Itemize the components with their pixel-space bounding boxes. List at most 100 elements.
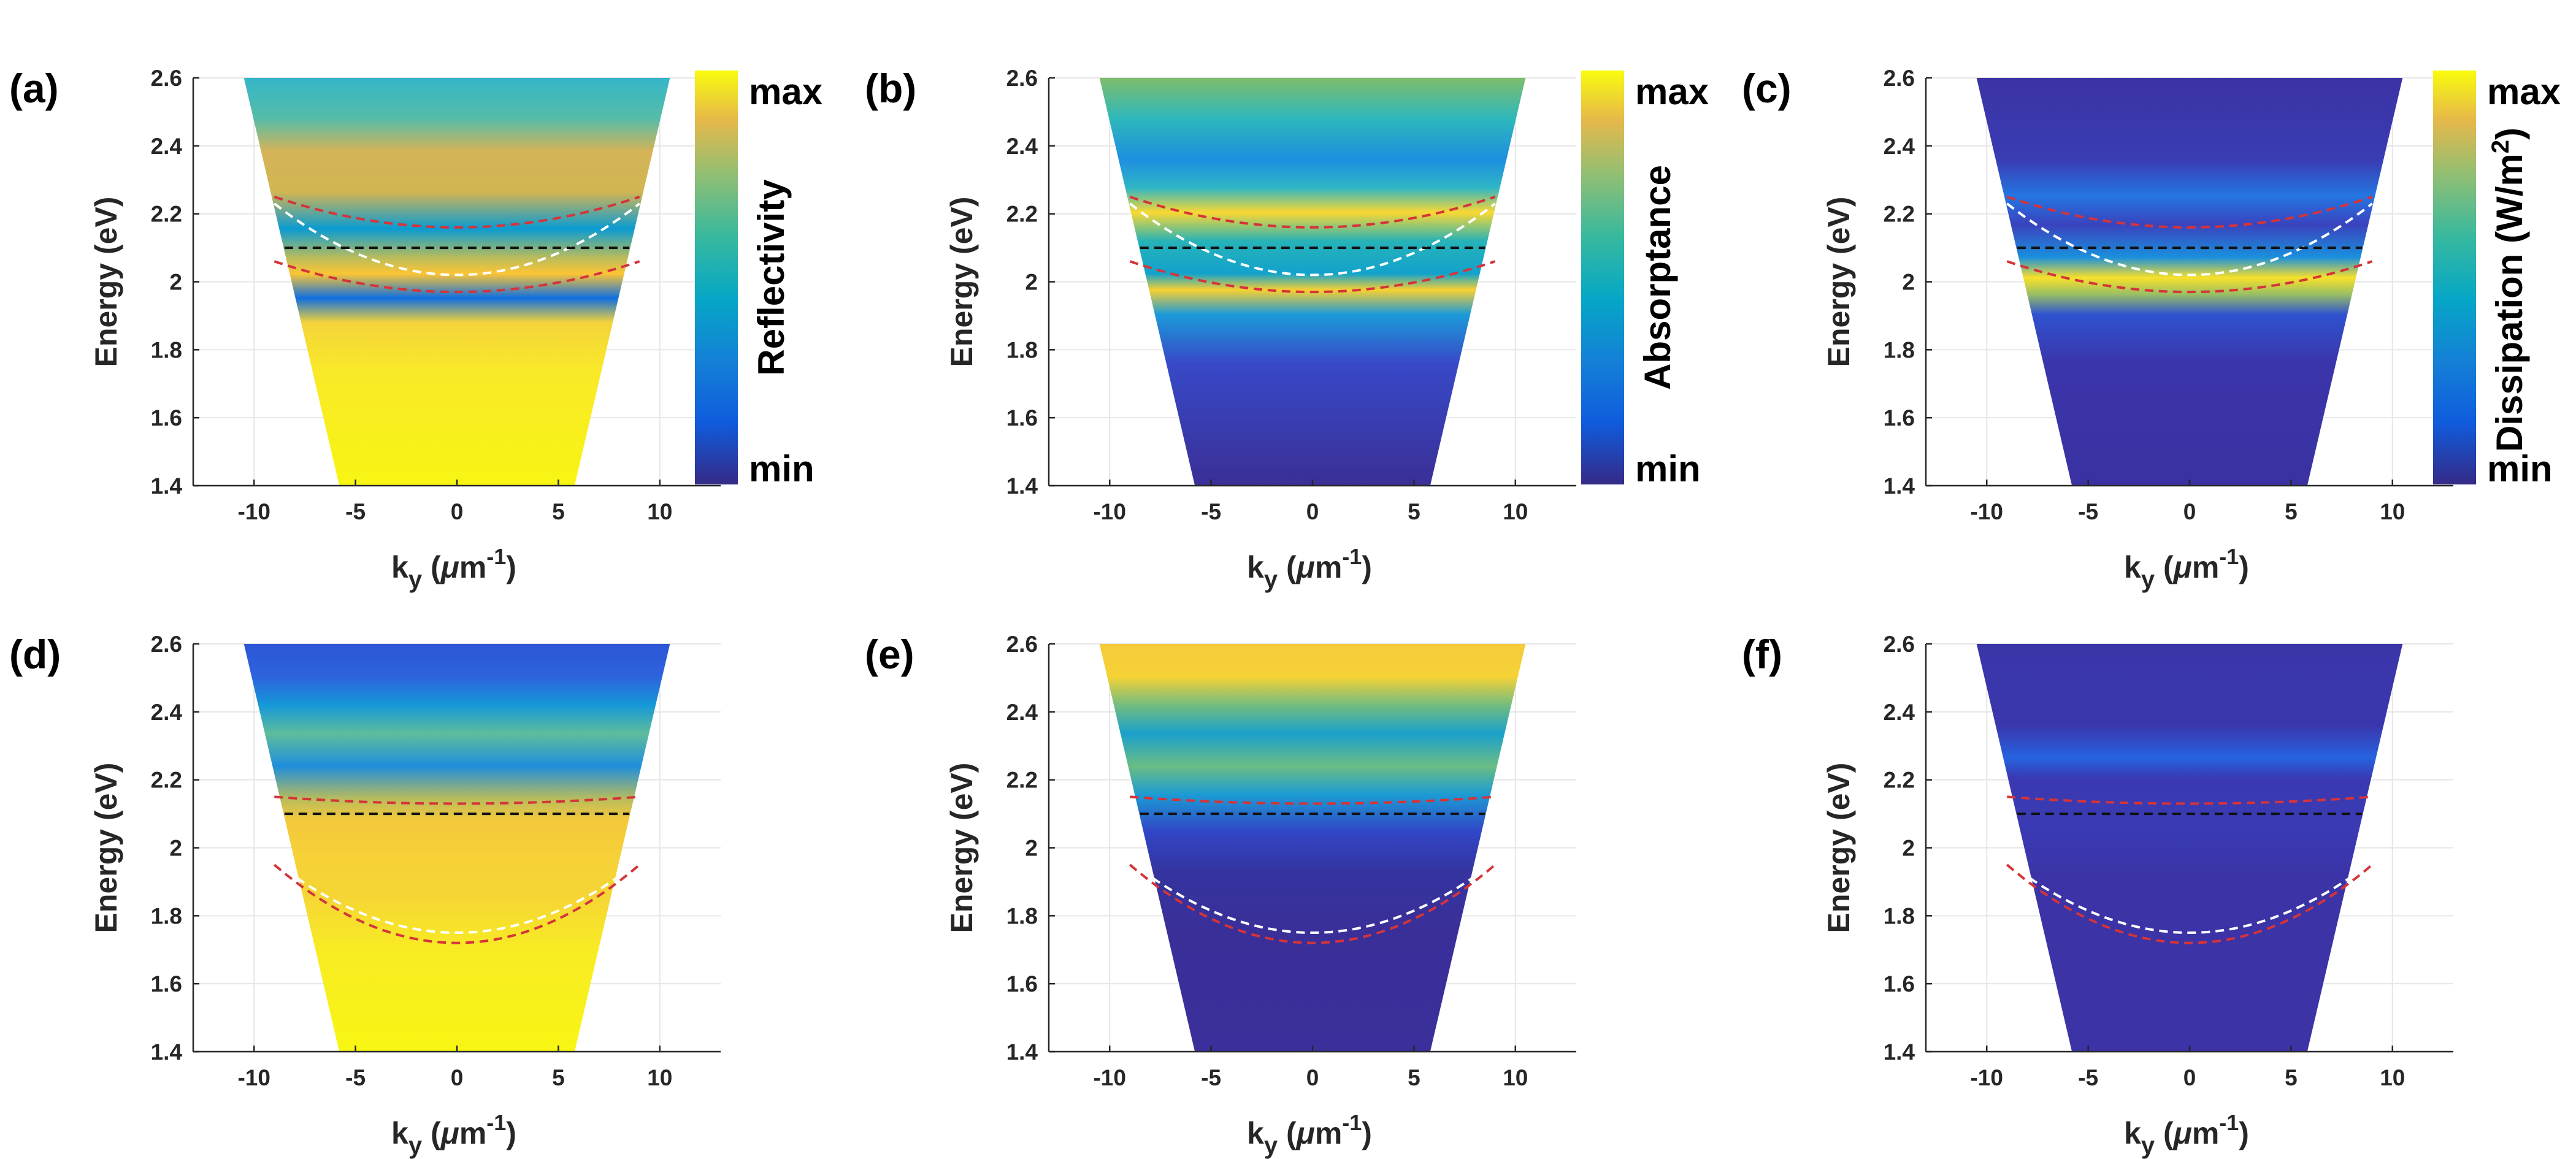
panel-label: (e) [865, 632, 914, 677]
colorbar-gradient [1581, 71, 1624, 484]
colorbar-gradient [2433, 71, 2476, 484]
white-dashed-mode [1129, 202, 1496, 277]
x-tick-label: 0 [451, 499, 464, 524]
y-tick-label: 1.6 [1006, 405, 1038, 430]
x-tick-label: -10 [237, 499, 270, 524]
y-tick-label: 1.6 [151, 405, 182, 430]
panel-c: 1.4 1.6 1.8 2 2.2 2.4 2.6 -10 -5 0 5 10 Energy (eV) k… [1742, 66, 2453, 593]
y-tick-label: 2.4 [151, 700, 183, 725]
x-tick-label: -10 [1093, 499, 1125, 524]
y-tick-label: 2.2 [1884, 202, 1915, 227]
white-dashed-mode [2006, 860, 2373, 935]
red-dashed-upper-mode [2007, 795, 2372, 805]
panel-d: 1.4 1.6 1.8 2 2.2 2.4 2.6 -10 -5 0 5 10 Energy (eV) k… [9, 632, 721, 1159]
x-tick-label: 5 [552, 1065, 565, 1090]
panel-label: (b) [865, 66, 916, 111]
y-tick-label: 2.6 [151, 66, 182, 91]
y-tick-label: 1.8 [1006, 903, 1038, 928]
colorbar-b: max min Absorptance [1581, 71, 1709, 489]
y-tick-label: 2.4 [151, 134, 183, 159]
white-dashed-mode [1129, 860, 1496, 935]
x-tick-label: -10 [1093, 1065, 1125, 1090]
colorbar-title: Dissipation (W/m2) [2487, 128, 2530, 452]
red-dashed-upper-mode [1130, 795, 1495, 805]
y-tick-label: 2.2 [1884, 768, 1915, 793]
y-tick-label: 1.8 [151, 337, 182, 362]
red-dashed-lower-mode [2006, 863, 2373, 944]
colorbar-title: Reflectivity [751, 179, 792, 376]
y-axis-label: Energy (eV) [1822, 197, 1856, 367]
y-tick-label: 1.6 [1884, 971, 1915, 996]
x-tick-label: -5 [1201, 499, 1221, 524]
x-tick-label: -5 [345, 1065, 366, 1090]
red-dashed-lower-mode [274, 863, 640, 944]
x-tick-label: 10 [1503, 1065, 1528, 1090]
x-tick-label: -10 [237, 1065, 270, 1090]
colorbar-min-label: min [2487, 448, 2553, 489]
x-tick-label: -10 [1970, 499, 2003, 524]
x-tick-label: 10 [647, 1065, 672, 1090]
x-tick-label: -5 [345, 499, 366, 524]
x-axis-label: ky (μm-1) [391, 544, 516, 593]
panel-label: (c) [1742, 66, 1792, 111]
y-tick-label: 2.6 [1884, 66, 1915, 91]
red-dashed-lower-mode [2006, 260, 2373, 294]
heatmap-cone [243, 78, 670, 486]
colorbar-max-label: max [1635, 71, 1709, 112]
x-tick-label: 5 [2285, 1065, 2298, 1090]
red-dashed-lower-mode [1129, 863, 1496, 944]
y-tick-label: 2.6 [1884, 632, 1915, 657]
x-tick-label: 0 [1306, 499, 1319, 524]
heatmap-cone [1099, 78, 1526, 486]
panel-a: 1.4 1.6 1.8 2 2.2 2.4 2.6 -10 -5 0 5 10 Energy (eV) k… [9, 66, 721, 593]
x-axis-label: ky (μm-1) [1247, 544, 1372, 593]
x-tick-label: -5 [2078, 1065, 2098, 1090]
panel-f: 1.4 1.6 1.8 2 2.2 2.4 2.6 -10 -5 0 5 10 Energy (eV) k… [1742, 632, 2453, 1159]
x-tick-label: -5 [2078, 499, 2098, 524]
heatmap-cone [243, 644, 670, 1052]
y-tick-label: 2 [169, 836, 182, 861]
y-tick-label: 1.4 [151, 1039, 183, 1065]
x-tick-label: 10 [2380, 1065, 2405, 1090]
x-tick-label: 10 [647, 499, 672, 524]
y-tick-label: 2.6 [151, 632, 182, 657]
y-axis-label: Energy (eV) [89, 763, 123, 933]
white-dashed-mode [2006, 202, 2373, 277]
x-axis-label: ky (μm-1) [1247, 1110, 1372, 1159]
x-tick-label: 5 [552, 499, 565, 524]
y-tick-label: 1.4 [151, 473, 183, 499]
y-tick-label: 2.6 [1006, 66, 1038, 91]
panel-label: (f) [1742, 632, 1782, 677]
colorbar-title: Absorptance [1637, 165, 1678, 390]
red-dashed-lower-mode [1129, 260, 1496, 294]
y-tick-label: 2.2 [1006, 768, 1038, 793]
panel-label: (d) [9, 632, 61, 677]
colorbar-max-label: max [2487, 71, 2561, 112]
colorbar-max-label: max [749, 71, 822, 112]
heatmap-cone [1099, 644, 1526, 1052]
x-tick-label: 10 [2380, 499, 2405, 524]
y-tick-label: 2.4 [1006, 134, 1038, 159]
colorbar-a: max min Reflectivity [695, 71, 822, 489]
y-tick-label: 1.8 [1884, 337, 1915, 362]
y-axis-label: Energy (eV) [945, 197, 979, 367]
y-tick-label: 2 [1902, 270, 1915, 295]
x-tick-label: -5 [1201, 1065, 1221, 1090]
y-tick-label: 1.8 [1884, 903, 1915, 928]
x-tick-label: 0 [451, 1065, 464, 1090]
red-dashed-lower-mode [274, 260, 640, 294]
y-tick-label: 2 [1902, 836, 1915, 861]
y-tick-label: 2 [1025, 270, 1038, 295]
y-tick-label: 2 [169, 270, 182, 295]
x-tick-label: 0 [1306, 1065, 1319, 1090]
y-tick-label: 2.2 [151, 768, 182, 793]
y-axis-label: Energy (eV) [89, 197, 123, 367]
x-tick-label: 0 [2183, 1065, 2196, 1090]
x-axis-label: ky (μm-1) [2124, 1110, 2249, 1159]
white-dashed-mode [274, 860, 640, 935]
y-tick-label: 2.2 [151, 202, 182, 227]
red-dashed-upper-mode [274, 196, 640, 229]
y-axis-label: Energy (eV) [1822, 763, 1856, 933]
y-axis-label: Energy (eV) [945, 763, 979, 933]
panel-label: (a) [9, 66, 59, 111]
